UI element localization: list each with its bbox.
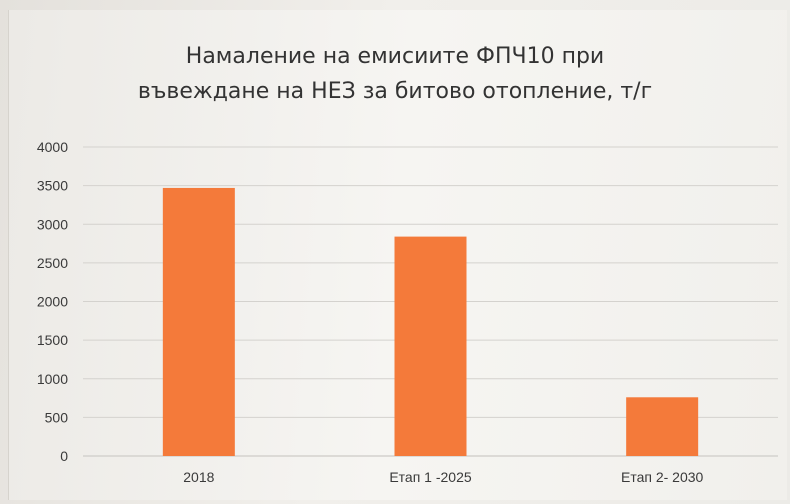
chart-title-line-2: въвеждане на НЕЗ за битово отопление, т/… <box>137 79 653 104</box>
bar <box>626 397 699 456</box>
chart-title-line-1: Намаление на емисиите ФПЧ10 при <box>185 44 605 69</box>
y-tick-label: 2500 <box>37 255 68 271</box>
y-axis-ticks: 0 500 1000 1500 2000 2500 3000 3500 4000 <box>37 139 68 464</box>
y-tick-label: 500 <box>45 409 69 425</box>
bar <box>394 236 467 456</box>
y-tick-label: 1000 <box>37 371 68 387</box>
x-category-label: 2018 <box>183 469 214 485</box>
bar <box>162 187 235 456</box>
y-tick-label: 2000 <box>37 294 68 310</box>
y-tick-label: 3000 <box>37 216 68 232</box>
bars <box>162 187 699 456</box>
y-tick-label: 4000 <box>37 139 68 155</box>
x-axis-labels: 2018 Етап 1 -2025 Етап 2- 2030 <box>183 469 703 485</box>
x-category-label: Етап 1 -2025 <box>389 469 472 485</box>
y-tick-label: 1500 <box>37 332 68 348</box>
y-tick-label: 3500 <box>37 178 68 194</box>
x-category-label: Етап 2- 2030 <box>621 469 704 485</box>
y-tick-label: 0 <box>60 448 68 464</box>
